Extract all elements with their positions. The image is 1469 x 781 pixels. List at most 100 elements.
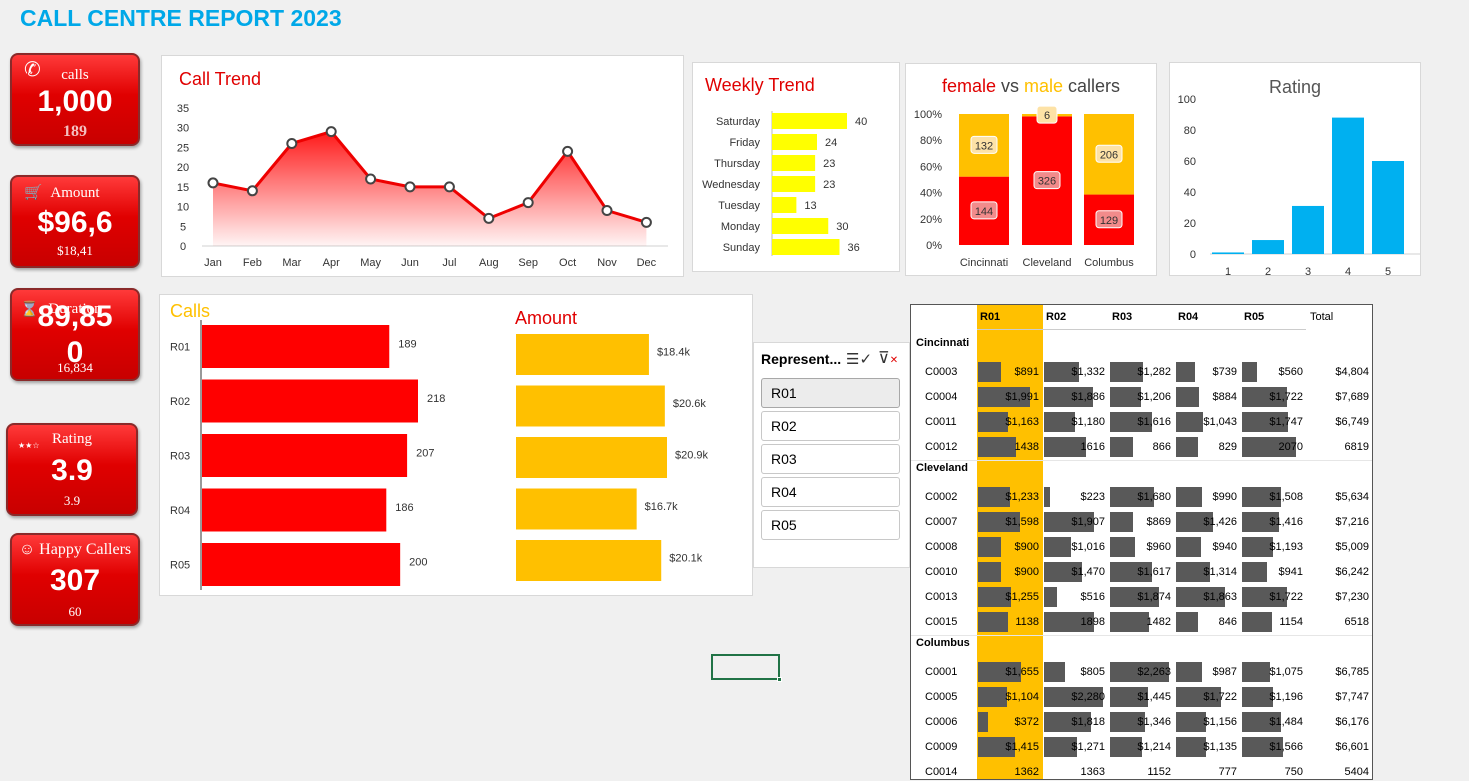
pivot-cell: 1138: [1015, 616, 1039, 628]
weekly-trend-chart: Weekly Trend Saturday 40 Friday 24 Thursday 2…: [692, 62, 900, 272]
pivot-data-bar: [978, 562, 1002, 582]
rating-bar: [1212, 252, 1244, 254]
calls-value-label: 218: [427, 393, 445, 405]
pivot-cell: $5,009: [1335, 541, 1369, 553]
x-tick-label: Dec: [637, 257, 657, 269]
pivot-data-bar: [978, 537, 1002, 557]
pivot-cell: $7,230: [1335, 591, 1369, 603]
calls-amount-plot: R01 189 R02 218 R03 207 R04 186 R05 200 $18.4k $20.…: [170, 320, 709, 590]
pivot-data-bar: [1242, 712, 1281, 732]
clear-filter-icon[interactable]: ⊽✕: [878, 348, 899, 367]
multi-select-icon[interactable]: ☰✓: [846, 350, 873, 368]
calls-bar: [202, 325, 390, 368]
y-tick-label: 100: [1178, 94, 1196, 106]
pivot-cell: $5,634: [1335, 491, 1369, 503]
calls-rep-label: R03: [170, 451, 190, 463]
pivot-data-bar: [978, 612, 1008, 632]
fill-handle[interactable]: [777, 677, 782, 682]
amount-chart-title: Amount: [515, 308, 578, 328]
y-tick-label: 30: [177, 123, 189, 135]
pivot-cell: $516: [1080, 591, 1105, 603]
pivot-data-bar: [1176, 387, 1200, 407]
rating-plot: 100 80 60 40 20 0 1 2 3 4 5: [1178, 94, 1420, 277]
slicer-header: Represent...: [761, 351, 842, 367]
pivot-data-bar: [978, 687, 1007, 707]
city-label: Columbus: [1084, 257, 1134, 269]
pivot-cell: 866: [1152, 441, 1171, 453]
pivot-cell: 6518: [1344, 616, 1369, 628]
rating-title: Rating: [1268, 77, 1322, 97]
weekly-bar: [772, 176, 816, 192]
rating-category-label: 1: [1225, 266, 1231, 277]
pivot-data-bar: [1176, 562, 1211, 582]
pivot-cell: $1,484: [1269, 716, 1303, 728]
pivot-cell: $1,863: [1203, 591, 1237, 603]
calls-bar: [202, 543, 401, 586]
weekly-value-label: 13: [804, 200, 816, 212]
pivot-cell: $900: [1014, 541, 1039, 553]
amount-value-label: $20.9k: [675, 450, 709, 462]
pivot-cell: 1482: [1146, 616, 1171, 628]
pivot-row-label: C0004: [925, 391, 958, 403]
pivot-cell: $1,416: [1269, 516, 1303, 528]
x-tick-label: Jun: [401, 257, 419, 269]
y-tick-label: 20: [1184, 218, 1196, 230]
pivot-data-bar: [978, 362, 1002, 382]
slicer-item-r01[interactable]: R01: [761, 378, 900, 408]
pivot-data-bar: [1176, 687, 1221, 707]
slicer-item-r04[interactable]: R04: [761, 477, 900, 507]
x-tick-label: Sep: [518, 257, 538, 269]
pivot-data-bar: [1176, 437, 1198, 457]
pivot-data-bar: [1176, 662, 1202, 682]
pivot-cell: $1,016: [1071, 541, 1105, 553]
gender-callers-chart: female vs male callers 100% 80% 60% 40% 20% 0…: [905, 63, 1157, 276]
pivot-cell: $223: [1080, 491, 1105, 503]
pivot-cell: 846: [1218, 616, 1237, 628]
rating-category-label: 2: [1265, 266, 1271, 277]
pivot-cell: $739: [1212, 366, 1237, 378]
pivot-cell: $6,785: [1335, 666, 1369, 678]
pivot-group-label: Cleveland: [916, 462, 968, 474]
pivot-row-label: C0012: [925, 441, 958, 453]
weekly-value-label: 24: [825, 137, 837, 149]
y-tick-label: 20%: [920, 214, 942, 226]
gender-title-male: male: [1024, 76, 1064, 96]
slicer-item-r05[interactable]: R05: [761, 510, 900, 540]
pivot-cell: $1,722: [1269, 391, 1303, 403]
x-tick-label: Jan: [204, 257, 222, 269]
pivot-cell: $1,206: [1137, 391, 1171, 403]
pivot-data-bar: [1176, 587, 1225, 607]
pivot-cell: $1,156: [1203, 716, 1237, 728]
pivot-data-bar: [1044, 512, 1094, 532]
pivot-data-bar: [1044, 687, 1104, 707]
pivot-data-bar: [1242, 687, 1274, 707]
pivot-cell: $1,426: [1203, 516, 1237, 528]
pivot-cell: $1,470: [1071, 566, 1105, 578]
amount-bar: [516, 334, 649, 375]
pivot-data-bar: [1044, 437, 1087, 457]
y-tick-label: 5: [180, 221, 186, 233]
slicer-item-r03[interactable]: R03: [761, 444, 900, 474]
stars-icon: ★★☆: [18, 441, 40, 450]
pivot-data-bar: [1110, 562, 1153, 582]
selected-cell[interactable]: [711, 654, 782, 682]
kpi-amount-value: $96,6: [37, 206, 113, 239]
pivot-table: R01 R02 R03 R04 R05 Total Cincinnati C0003 $891 $…: [910, 304, 1373, 780]
pivot-row-label: C0009: [925, 741, 958, 753]
pivot-cell: $1,747: [1269, 416, 1303, 428]
pivot-column-header: R02: [1046, 311, 1067, 323]
pivot-cell: $1,180: [1071, 416, 1105, 428]
trend-point: [640, 216, 652, 228]
weekly-bar: [772, 113, 847, 129]
amount-value-label: $20.1k: [669, 553, 703, 565]
female-value-label: 129: [1100, 215, 1118, 227]
pivot-cell: 1152: [1147, 766, 1171, 778]
amount-value-label: $16.7k: [645, 501, 679, 513]
slicer-item-r02[interactable]: R02: [761, 411, 900, 441]
pivot-cell: $372: [1014, 716, 1039, 728]
pivot-data-bar: [1242, 587, 1287, 607]
pivot-cell: $6,176: [1335, 716, 1369, 728]
pivot-cell: $7,216: [1335, 516, 1369, 528]
pivot-data-bar: [1110, 662, 1170, 682]
pivot-row-label: C0006: [925, 716, 958, 728]
